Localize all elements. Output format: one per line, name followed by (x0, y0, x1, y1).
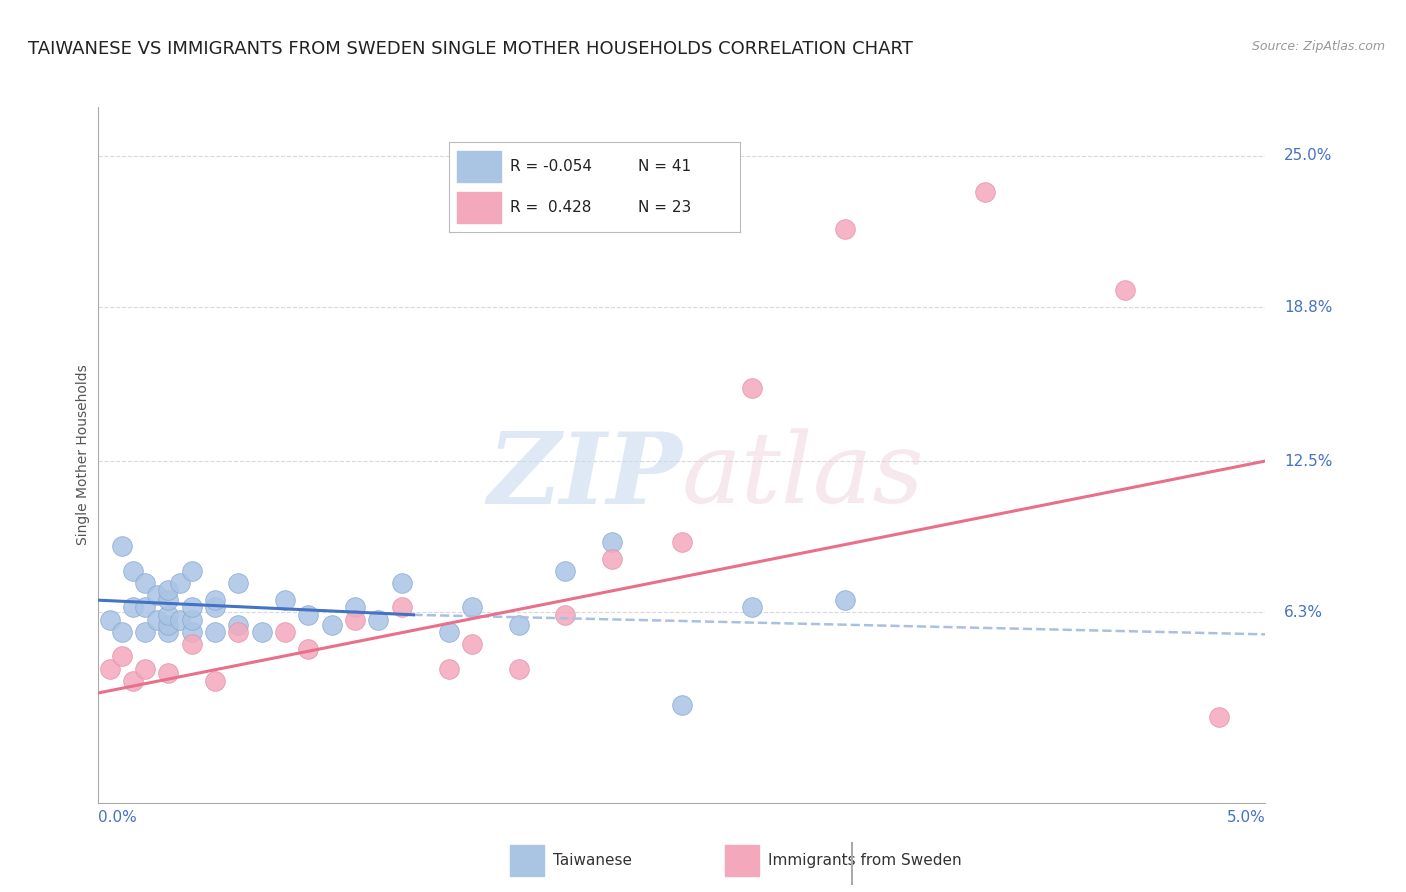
Text: 18.8%: 18.8% (1284, 300, 1333, 315)
Point (834, 222, 856, 236)
Point (1208, 710, 1230, 724)
Point (134, 624, 156, 639)
Text: Immigrants from Sweden: Immigrants from Sweden (768, 854, 962, 868)
Text: Source: ZipAtlas.com: Source: ZipAtlas.com (1251, 40, 1385, 54)
Point (228, 617, 250, 632)
Text: TAIWANESE VS IMMIGRANTS FROM SWEDEN SINGLE MOTHER HOUSEHOLDS CORRELATION CHART: TAIWANESE VS IMMIGRANTS FROM SWEDEN SING… (28, 40, 912, 58)
Point (461, 600, 484, 615)
Point (180, 600, 202, 615)
Point (111, 624, 134, 639)
Point (180, 564, 202, 578)
Point (204, 624, 226, 639)
Text: 6.3%: 6.3% (1284, 605, 1323, 620)
Point (134, 661, 156, 675)
Point (437, 624, 460, 639)
Point (834, 593, 856, 607)
Point (122, 600, 145, 615)
Point (461, 637, 484, 651)
Point (169, 613, 191, 627)
Text: 0.0%: 0.0% (98, 810, 138, 825)
Point (554, 607, 576, 622)
Point (157, 617, 180, 632)
Point (344, 600, 367, 615)
Point (600, 551, 623, 566)
Text: R = -0.054: R = -0.054 (510, 159, 592, 174)
Point (134, 600, 156, 615)
Point (111, 649, 134, 664)
Text: 25.0%: 25.0% (1284, 148, 1333, 163)
Point (391, 576, 413, 591)
Point (344, 613, 367, 627)
Point (228, 576, 250, 591)
Point (228, 624, 250, 639)
Point (122, 564, 145, 578)
Point (554, 564, 576, 578)
Point (134, 576, 156, 591)
Point (600, 534, 623, 549)
Point (169, 576, 191, 591)
Point (274, 624, 297, 639)
Bar (510, 846, 544, 876)
Text: 12.5%: 12.5% (1284, 453, 1333, 468)
Point (180, 637, 202, 651)
Point (1114, 283, 1136, 297)
Point (297, 607, 319, 622)
Text: N = 41: N = 41 (638, 159, 692, 174)
Point (111, 540, 134, 554)
Point (157, 593, 180, 607)
Point (204, 673, 226, 688)
Point (146, 613, 169, 627)
Point (98, 661, 121, 675)
Bar (457, 151, 501, 182)
Point (297, 642, 319, 657)
Point (437, 661, 460, 675)
Point (146, 588, 169, 602)
Point (321, 617, 343, 632)
Point (741, 381, 763, 395)
Point (508, 617, 530, 632)
Point (250, 624, 273, 639)
Y-axis label: Single Mother Households: Single Mother Households (76, 365, 90, 545)
Bar (457, 193, 501, 223)
Point (157, 666, 180, 681)
Point (204, 593, 226, 607)
Point (974, 186, 997, 200)
Text: Taiwanese: Taiwanese (553, 854, 631, 868)
Bar (725, 846, 759, 876)
Point (98, 613, 121, 627)
Text: ZIP: ZIP (486, 427, 682, 524)
Point (157, 607, 180, 622)
Point (122, 673, 145, 688)
Point (508, 661, 530, 675)
Text: N = 23: N = 23 (638, 201, 692, 215)
Point (157, 583, 180, 598)
Point (204, 600, 226, 615)
Point (274, 593, 297, 607)
Point (180, 624, 202, 639)
Point (391, 600, 413, 615)
Point (367, 613, 389, 627)
Text: 5.0%: 5.0% (1226, 810, 1265, 825)
Point (671, 698, 693, 713)
Text: atlas: atlas (682, 428, 925, 524)
Point (180, 613, 202, 627)
Point (671, 534, 693, 549)
Point (157, 624, 180, 639)
Point (741, 600, 763, 615)
Text: R =  0.428: R = 0.428 (510, 201, 591, 215)
